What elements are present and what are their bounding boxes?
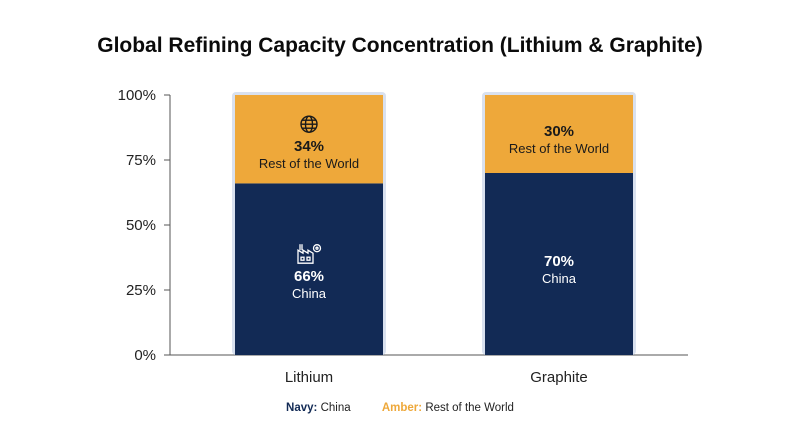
y-tick-label: 0% <box>134 347 156 364</box>
chart-title: Global Refining Capacity Concentration (… <box>97 34 703 57</box>
factory-icon <box>297 244 322 264</box>
legend-rest-key: Amber: <box>381 402 423 414</box>
legend-china-label: China <box>320 402 351 414</box>
data-label-value: 70% <box>544 253 574 270</box>
data-label-value: 34% <box>294 138 324 155</box>
y-tick-label: 100% <box>118 87 156 104</box>
data-label-value: 66% <box>294 268 324 285</box>
bar-lithium-rest <box>235 95 383 184</box>
data-label-name: Rest of the World <box>509 141 609 156</box>
y-tick-label: 50% <box>126 217 156 234</box>
globe-icon <box>300 115 318 133</box>
data-label-name: China <box>542 271 577 286</box>
y-tick-label: 75% <box>126 152 156 169</box>
bar-graphite-china <box>485 173 633 355</box>
data-label-name: Rest of the World <box>259 156 359 171</box>
x-tick-label: Graphite <box>530 369 588 386</box>
bar-graphite-rest <box>485 95 633 173</box>
data-label-name: China <box>292 286 327 301</box>
x-tick-label: Lithium <box>285 369 333 386</box>
data-label-value: 30% <box>544 123 574 140</box>
y-tick-label: 25% <box>126 282 156 299</box>
bar-lithium-china <box>235 183 383 355</box>
chart-legend: Navy: China Amber: Rest of the World <box>0 402 800 414</box>
legend-item-rest: Amber: Rest of the World <box>382 402 514 414</box>
legend-rest-label: Rest of the World <box>425 402 514 414</box>
legend-china-key: Navy: <box>286 402 318 414</box>
legend-item-china: Navy: China <box>286 402 351 414</box>
